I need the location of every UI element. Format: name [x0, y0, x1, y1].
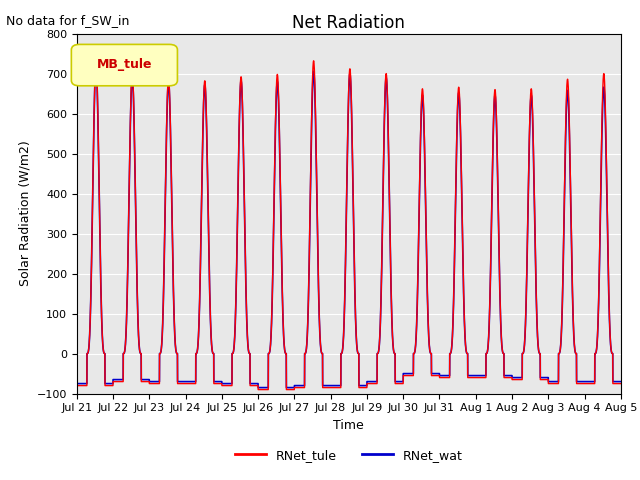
RNet_wat	[502, 372, 509, 378]
RNet_tule	[471, 375, 479, 381]
RNet_tule	[73, 383, 81, 388]
RNet_tule	[441, 375, 449, 381]
Line: RNet_tule: RNet_tule	[77, 61, 621, 390]
RNet_tule	[617, 381, 625, 386]
RNet_tule	[329, 385, 337, 391]
RNet_wat	[92, 63, 100, 69]
RNet_wat	[616, 379, 624, 384]
RNet_tule	[254, 387, 262, 393]
RNet_tule	[502, 375, 509, 381]
RNet_tule	[616, 381, 624, 386]
Text: MB_tule: MB_tule	[97, 59, 152, 72]
RNet_wat	[471, 372, 479, 378]
Text: No data for f_SW_in: No data for f_SW_in	[6, 14, 130, 27]
RNet_tule	[310, 58, 317, 64]
Y-axis label: Solar Radiation (W/m2): Solar Radiation (W/m2)	[18, 141, 31, 287]
RNet_wat	[254, 385, 262, 391]
RNet_wat	[329, 383, 337, 388]
X-axis label: Time: Time	[333, 419, 364, 432]
RNet_wat	[617, 379, 625, 384]
RNet_wat	[171, 330, 179, 336]
Title: Net Radiation: Net Radiation	[292, 14, 405, 32]
Line: RNet_wat: RNet_wat	[77, 66, 621, 388]
RNet_wat	[73, 381, 81, 386]
RNet_tule	[171, 326, 179, 332]
FancyBboxPatch shape	[72, 44, 177, 86]
RNet_wat	[441, 372, 449, 378]
Legend: RNet_tule, RNet_wat: RNet_tule, RNet_wat	[230, 444, 468, 467]
